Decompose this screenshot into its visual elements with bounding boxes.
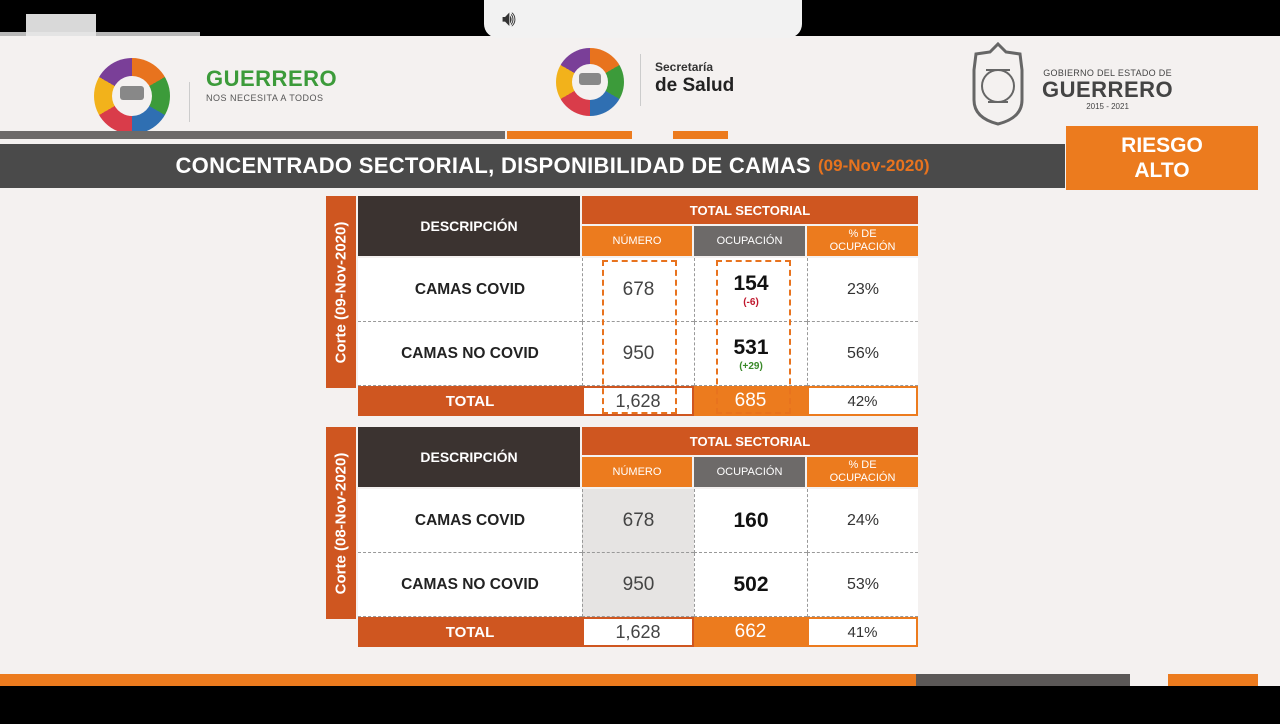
guerrero-logo-title: GUERRERO (206, 66, 338, 91)
risk-line1: RIESGO (1121, 134, 1203, 157)
guerrero-logo-tagline: NOS NECESITA A TODOS (206, 93, 324, 103)
bottom-black-bar (0, 686, 1280, 724)
col-numero-header: NÚMERO (582, 226, 692, 256)
gobierno-line2: GUERRERO (1042, 77, 1174, 102)
col-pct-line2: OCUPACIÓN (829, 472, 896, 484)
bottom-gray-stripe (916, 674, 1130, 686)
col-pct-header: % DE OCUPACIÓN (807, 457, 918, 487)
bottom-orange-stripe-right (1168, 674, 1258, 686)
row-ocupacion: 160 (694, 489, 807, 553)
col-pct-line2: OCUPACIÓN (829, 241, 896, 253)
gobierno-logo-text: GOBIERNO DEL ESTADO DE GUERRERO 2015 - 2… (1042, 68, 1173, 111)
salud-line1: Secretaría (655, 60, 714, 74)
row-pct: 24% (807, 489, 918, 553)
row-pct: 53% (807, 553, 918, 617)
col-ocupacion-header: OCUPACIÓN (694, 457, 805, 487)
page-title: CONCENTRADO SECTORIAL, DISPONIBILIDAD DE… (175, 153, 812, 178)
ocupacion-delta: (+29) (739, 360, 763, 372)
gobierno-line1: GOBIERNO DEL ESTADO DE (1043, 68, 1172, 78)
salud-divider (640, 54, 641, 106)
total-label: TOTAL (358, 617, 582, 647)
risk-badge: RIESGO ALTO (1066, 126, 1258, 190)
highlight-numero-column (602, 260, 677, 414)
gray-stripe (0, 131, 505, 139)
row-desc: CAMAS NO COVID (358, 322, 582, 386)
table-side-label: Corte (08-Nov-2020) (326, 427, 356, 619)
row-numero: 678 (582, 489, 694, 553)
row-ocupacion: 531 (+29) (694, 322, 807, 386)
row-numero: 950 (582, 553, 694, 617)
total-sectorial-header: TOTAL SECTORIAL (582, 196, 918, 224)
col-numero-header: NÚMERO (582, 457, 692, 487)
title-band: CONCENTRADO SECTORIAL, DISPONIBILIDAD DE… (0, 144, 1065, 188)
salud-logo-text: Secretaría de Salud (655, 60, 734, 97)
speaker-volume-icon[interactable]: 🔊︎ (502, 6, 516, 32)
beds-table-nov08: Corte (08-Nov-2020) DESCRIPCIÓN TOTAL SE… (326, 427, 920, 649)
col-pct-line1: % DE (848, 459, 877, 471)
row-desc: CAMAS COVID (358, 489, 582, 553)
total-ocupacion: 662 (694, 617, 807, 647)
row-pct: 56% (807, 322, 918, 386)
total-label: TOTAL (358, 386, 582, 416)
coat-of-arms-logo (968, 40, 1028, 126)
presentation-slide: GUERRERO NOS NECESITA A TODOS Secretaría… (0, 36, 1280, 686)
orange-stripe (507, 131, 632, 139)
row-ocupacion: 154 (-6) (694, 258, 807, 322)
row-desc: CAMAS NO COVID (358, 553, 582, 617)
total-sectorial-header: TOTAL SECTORIAL (582, 427, 918, 455)
total-pct: 42% (807, 386, 918, 416)
col-pct-header: % DE OCUPACIÓN (807, 226, 918, 256)
table-side-label: Corte (09-Nov-2020) (326, 196, 356, 388)
gobierno-years: 2015 - 2021 (1086, 102, 1129, 111)
orange-stripe-small (673, 131, 728, 139)
logo-divider (189, 82, 190, 122)
risk-line2: ALTO (1134, 159, 1190, 182)
desc-header: DESCRIPCIÓN (358, 427, 580, 487)
title-date: (09-Nov-2020) (818, 156, 930, 175)
guerrero-logo-text: GUERRERO NOS NECESITA A TODOS (206, 66, 337, 103)
total-pct: 41% (807, 617, 918, 647)
highlight-ocupacion-column (716, 260, 791, 414)
salud-line2: de Salud (655, 75, 735, 96)
row-ocupacion: 502 (694, 553, 807, 617)
salud-emblem-logo (556, 48, 624, 116)
ocupacion-delta: (-6) (743, 296, 759, 308)
ocupacion-value: 154 (733, 271, 769, 295)
row-desc: CAMAS COVID (358, 258, 582, 322)
total-ocupacion: 685 (694, 386, 807, 416)
row-pct: 23% (807, 258, 918, 322)
ocupacion-value: 531 (733, 335, 769, 359)
beds-table-nov09: Corte (09-Nov-2020) DESCRIPCIÓN TOTAL SE… (326, 196, 920, 418)
ocupacion-value: 160 (733, 508, 769, 532)
bottom-orange-stripe (0, 674, 916, 686)
total-numero: 1,628 (582, 617, 694, 647)
audio-control[interactable]: 🔊︎ (484, 0, 802, 38)
desc-header: DESCRIPCIÓN (358, 196, 580, 256)
col-pct-line1: % DE (848, 228, 877, 240)
col-ocupacion-header: OCUPACIÓN (694, 226, 805, 256)
guerrero-emblem-logo (94, 58, 170, 134)
ocupacion-value: 502 (733, 572, 769, 596)
